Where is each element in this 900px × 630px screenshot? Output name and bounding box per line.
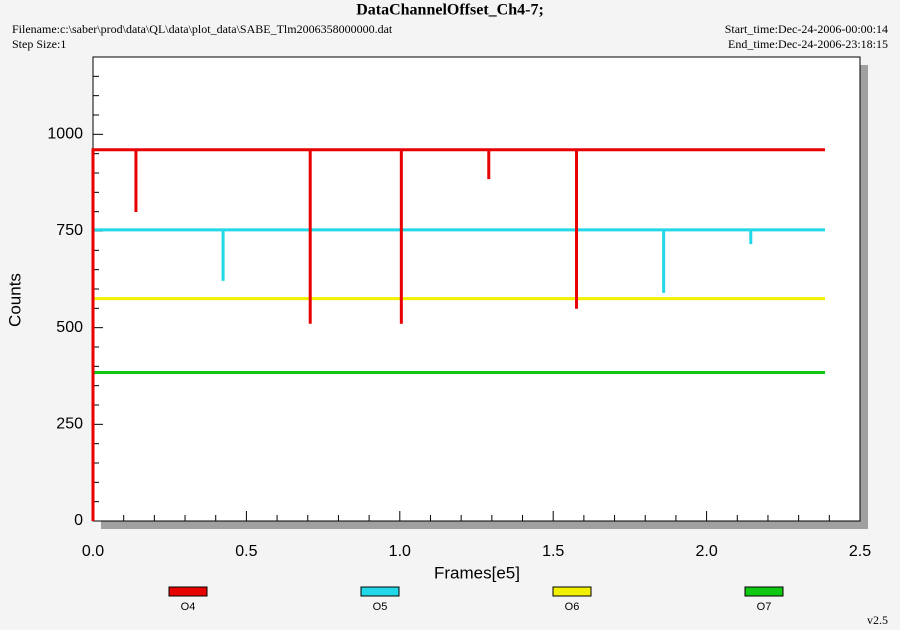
x-tick-label: 2.5 bbox=[849, 543, 871, 560]
y-axis-label: Counts bbox=[5, 273, 24, 327]
series-line bbox=[91, 228, 826, 521]
version: v2.5 bbox=[867, 613, 888, 627]
legend-label: O4 bbox=[181, 601, 196, 613]
legend-label: O6 bbox=[565, 601, 580, 613]
legend-label: O7 bbox=[757, 601, 772, 613]
plot-area bbox=[92, 56, 861, 522]
legend-swatch bbox=[552, 586, 592, 597]
y-tick-label: 250 bbox=[56, 416, 83, 433]
x-tick-label: 0.5 bbox=[235, 543, 257, 560]
y-tick-label: 0 bbox=[74, 512, 83, 529]
start-time: Start_time:Dec-24-2006-00:00:14 bbox=[725, 22, 888, 36]
x-tick-label: 0.0 bbox=[82, 543, 104, 560]
series-line bbox=[91, 148, 826, 521]
chart-title: DataChannelOffset_Ch4-7; bbox=[356, 2, 544, 19]
x-tick-label: 1.5 bbox=[542, 543, 564, 560]
y-tick-label: 750 bbox=[56, 222, 83, 239]
legend-swatch bbox=[360, 586, 400, 597]
step-size: Step Size:1 bbox=[12, 37, 66, 51]
x-tick-label: 1.0 bbox=[389, 543, 411, 560]
end-time: End_time:Dec-24-2006-23:18:15 bbox=[728, 37, 888, 51]
x-axis-label: Frames[e5] bbox=[434, 563, 520, 582]
y-tick-label: 500 bbox=[56, 319, 83, 336]
legend-swatch bbox=[168, 586, 208, 597]
filename: Filename:c:\saber\prod\data\QL\data\plot… bbox=[12, 22, 393, 36]
legend-swatch bbox=[744, 586, 784, 597]
x-tick-label: 2.0 bbox=[695, 543, 717, 560]
y-tick-label: 1000 bbox=[47, 126, 83, 143]
legend-label: O5 bbox=[373, 601, 388, 613]
